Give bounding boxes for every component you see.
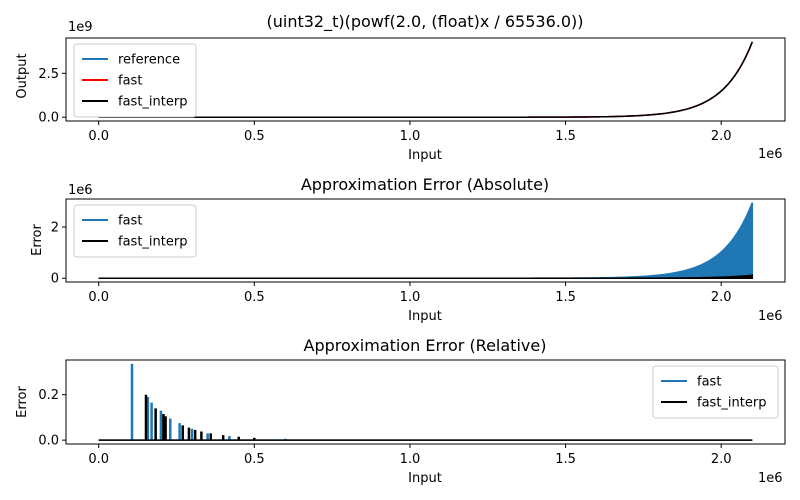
x-tick-label: 0.5 [244, 452, 265, 467]
series-band-fast [98, 202, 754, 279]
legend: reference fast fast_interp [73, 43, 197, 118]
chart-title: Approximation Error (Relative) [304, 336, 547, 355]
plot-frame [65, 359, 786, 445]
legend-label-fast: fast [118, 74, 142, 89]
legend-box [652, 365, 779, 419]
legend-label-fast: fast [118, 214, 142, 229]
chart-title: (uint32_t)(powf(2.0, (float)x / 65536.0)… [267, 12, 584, 32]
plot-data [98, 202, 754, 279]
plot-data [98, 41, 754, 118]
y-tick-label: 2.5 [38, 67, 59, 82]
plot-frame [65, 37, 786, 122]
y-tick-label: 0.0 [38, 111, 59, 126]
legend: fast fast_interp [652, 365, 779, 419]
x-tick-label: 0.0 [88, 129, 109, 144]
axis-ticks: 0.0 0.5 1.0 1.5 2.0 0.0 2.5 [38, 67, 731, 144]
legend: fast fast_interp [73, 204, 197, 258]
axis-ticks: 0.0 0.5 1.0 1.5 2.0 0.0 0.2 [38, 388, 731, 467]
legend-label-fast_interp: fast_interp [697, 396, 766, 411]
chart-title: Approximation Error (Absolute) [301, 175, 549, 194]
x-tick-label: 0.0 [88, 452, 109, 467]
x-tick-label: 0.5 [244, 290, 265, 305]
axis-ticks: 0.0 0.5 1.0 1.5 2.0 0 2 [51, 220, 732, 305]
y-offset-label: 1e9 [68, 20, 93, 35]
x-tick-label: 1.0 [400, 290, 421, 305]
x-offset-label: 1e6 [758, 147, 783, 162]
x-axis-label: Input [408, 148, 442, 163]
x-axis-label: Input [408, 471, 442, 486]
x-tick-label: 1.0 [400, 129, 421, 144]
panel-absolute-error: Approximation Error (Absolute) 1e6 1e6 I… [30, 175, 786, 324]
x-tick-label: 1.5 [555, 452, 576, 467]
panel-output: (uint32_t)(powf(2.0, (float)x / 65536.0)… [15, 12, 786, 163]
y-tick-label: 0.2 [38, 388, 59, 403]
x-tick-label: 0.0 [88, 290, 109, 305]
series-line-fast_interp [98, 41, 754, 118]
legend-label-reference: reference [118, 53, 180, 68]
x-axis-label: Input [408, 309, 442, 324]
panel-relative-error: Approximation Error (Relative) 1e6 Input… [15, 336, 786, 486]
x-tick-label: 2.0 [711, 290, 732, 305]
x-tick-label: 1.0 [400, 452, 421, 467]
legend-label-fast_interp: fast_interp [118, 235, 187, 250]
x-tick-label: 2.0 [711, 129, 732, 144]
y-tick-label: 0.0 [38, 434, 59, 449]
legend-label-fast_interp: fast_interp [118, 95, 187, 110]
x-offset-label: 1e6 [758, 471, 783, 486]
series-line-reference [98, 41, 754, 118]
y-axis-label: Output [15, 53, 30, 98]
x-offset-label: 1e6 [758, 309, 783, 324]
x-tick-label: 1.5 [555, 290, 576, 305]
plot-frame [65, 198, 786, 283]
legend-label-fast: fast [697, 375, 721, 390]
legend-box [73, 204, 197, 258]
plot-data [98, 363, 753, 441]
y-tick-label: 0 [51, 272, 59, 287]
x-tick-label: 0.5 [244, 129, 265, 144]
y-offset-label: 1e6 [68, 183, 93, 198]
x-tick-label: 1.5 [555, 129, 576, 144]
x-tick-label: 2.0 [711, 452, 732, 467]
y-axis-label: Error [30, 224, 45, 256]
series-line-fast [98, 41, 754, 118]
legend-box [73, 43, 197, 118]
y-tick-label: 2 [51, 220, 59, 235]
y-axis-label: Error [15, 386, 30, 418]
